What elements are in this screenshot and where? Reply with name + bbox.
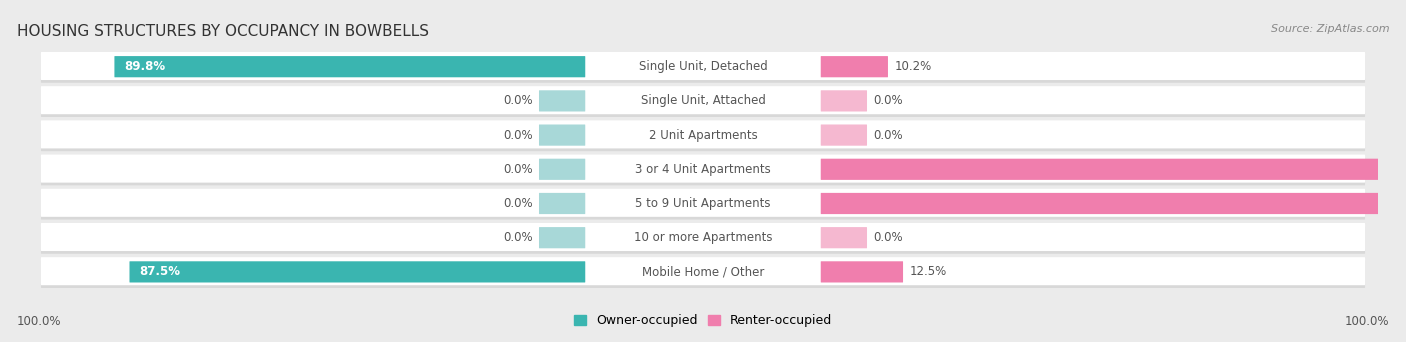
- FancyBboxPatch shape: [41, 223, 1365, 251]
- FancyBboxPatch shape: [821, 227, 868, 248]
- FancyBboxPatch shape: [538, 193, 585, 214]
- Text: Single Unit, Attached: Single Unit, Attached: [641, 94, 765, 107]
- Text: HOUSING STRUCTURES BY OCCUPANCY IN BOWBELLS: HOUSING STRUCTURES BY OCCUPANCY IN BOWBE…: [17, 24, 429, 39]
- FancyBboxPatch shape: [821, 159, 1406, 180]
- Text: Single Unit, Detached: Single Unit, Detached: [638, 60, 768, 73]
- Text: 89.8%: 89.8%: [125, 60, 166, 73]
- FancyBboxPatch shape: [41, 123, 1365, 151]
- FancyBboxPatch shape: [41, 189, 1365, 217]
- FancyBboxPatch shape: [821, 56, 889, 77]
- Text: 5 to 9 Unit Apartments: 5 to 9 Unit Apartments: [636, 197, 770, 210]
- FancyBboxPatch shape: [129, 261, 585, 282]
- FancyBboxPatch shape: [41, 257, 1365, 285]
- FancyBboxPatch shape: [821, 90, 868, 111]
- Legend: Owner-occupied, Renter-occupied: Owner-occupied, Renter-occupied: [568, 309, 838, 332]
- Text: 0.0%: 0.0%: [873, 129, 903, 142]
- FancyBboxPatch shape: [538, 124, 585, 146]
- Text: 2 Unit Apartments: 2 Unit Apartments: [648, 129, 758, 142]
- FancyBboxPatch shape: [41, 120, 1365, 148]
- Text: 0.0%: 0.0%: [503, 197, 533, 210]
- Text: 0.0%: 0.0%: [503, 163, 533, 176]
- FancyBboxPatch shape: [41, 157, 1365, 185]
- Text: 12.5%: 12.5%: [910, 265, 946, 278]
- FancyBboxPatch shape: [41, 155, 1365, 183]
- Text: 0.0%: 0.0%: [503, 129, 533, 142]
- FancyBboxPatch shape: [114, 56, 585, 77]
- FancyBboxPatch shape: [41, 52, 1365, 80]
- Text: Source: ZipAtlas.com: Source: ZipAtlas.com: [1271, 24, 1389, 34]
- FancyBboxPatch shape: [821, 193, 1406, 214]
- FancyBboxPatch shape: [41, 55, 1365, 83]
- Text: Mobile Home / Other: Mobile Home / Other: [641, 265, 765, 278]
- FancyBboxPatch shape: [41, 226, 1365, 254]
- FancyBboxPatch shape: [41, 86, 1365, 114]
- FancyBboxPatch shape: [821, 261, 903, 282]
- Text: 10.2%: 10.2%: [894, 60, 932, 73]
- FancyBboxPatch shape: [41, 192, 1365, 220]
- FancyBboxPatch shape: [41, 89, 1365, 117]
- FancyBboxPatch shape: [538, 159, 585, 180]
- FancyBboxPatch shape: [41, 260, 1365, 288]
- Text: 10 or more Apartments: 10 or more Apartments: [634, 231, 772, 244]
- FancyBboxPatch shape: [538, 90, 585, 111]
- Text: 3 or 4 Unit Apartments: 3 or 4 Unit Apartments: [636, 163, 770, 176]
- FancyBboxPatch shape: [821, 124, 868, 146]
- Text: 0.0%: 0.0%: [503, 94, 533, 107]
- Text: 100.0%: 100.0%: [17, 315, 62, 328]
- Text: 100.0%: 100.0%: [1344, 315, 1389, 328]
- Text: 0.0%: 0.0%: [873, 231, 903, 244]
- Text: 0.0%: 0.0%: [503, 231, 533, 244]
- Text: 87.5%: 87.5%: [139, 265, 180, 278]
- Text: 0.0%: 0.0%: [873, 94, 903, 107]
- FancyBboxPatch shape: [538, 227, 585, 248]
